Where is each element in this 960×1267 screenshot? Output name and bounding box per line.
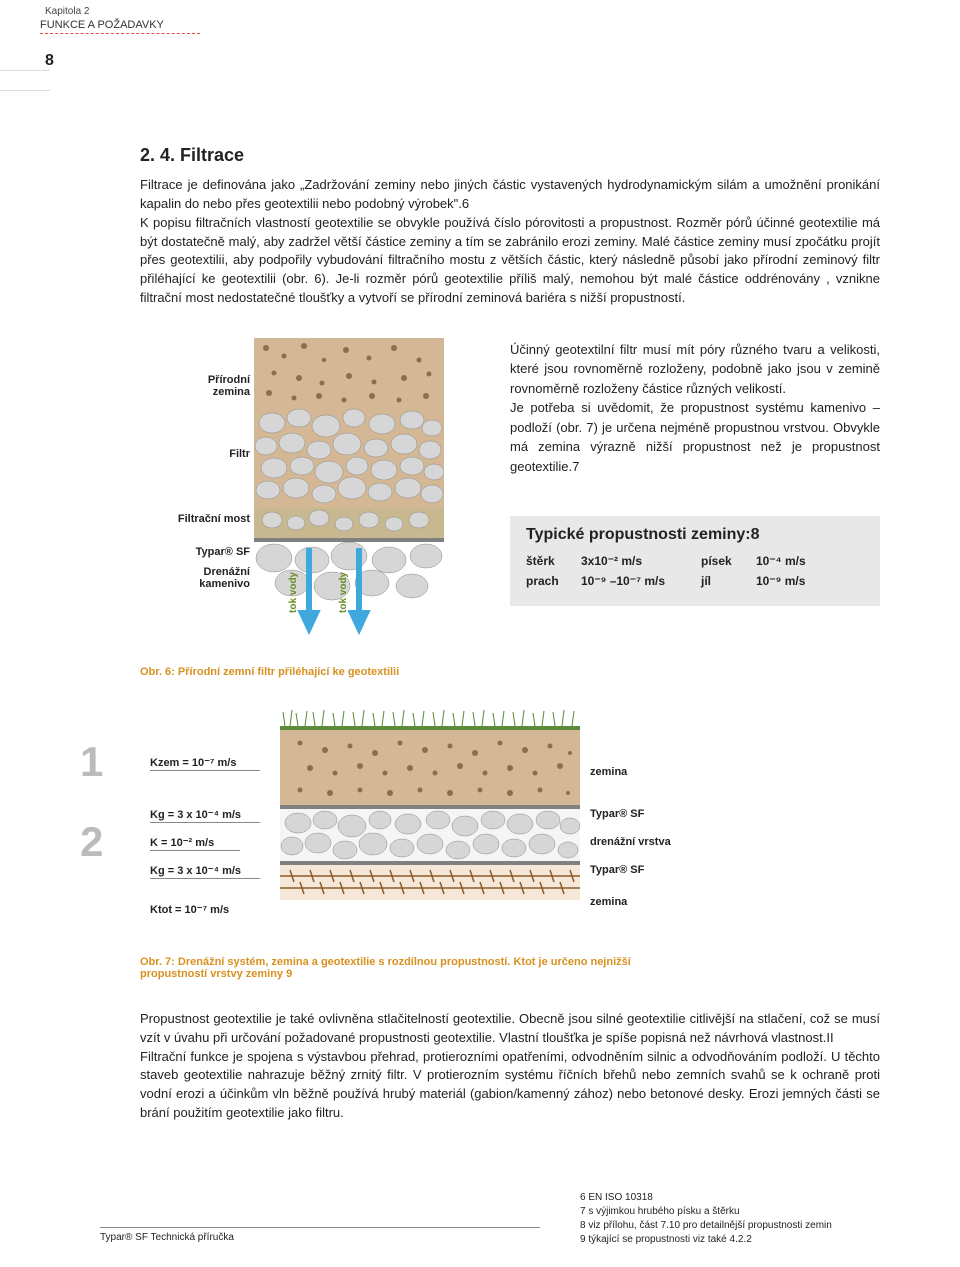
- footnote-7: 7 s výjimkou hrubého písku a štěrku: [580, 1205, 900, 1219]
- label-prirodni-zemina: Přírodní zemina: [170, 374, 250, 398]
- footer-text: Typar® SF Technická příručka: [100, 1232, 234, 1243]
- k-g2: Kg = 3 x 10⁻⁴ m/s: [150, 864, 260, 879]
- footnote-9: 9 týkající se propustnosti viz také 4.2.…: [580, 1233, 900, 1247]
- k-g1: Kg = 3 x 10⁻⁴ m/s: [150, 808, 260, 823]
- page-number: 8: [45, 52, 920, 70]
- figure-7-container: 1 2 Kzem = 10⁻⁷ m/s Kg = 3 x 10⁻⁴ m/s K …: [140, 708, 880, 948]
- figure-6-text: Účinný geotextilní filtr musí mít póry r…: [510, 340, 880, 477]
- figure-7-diagram: [280, 708, 580, 938]
- svg-text:tok vody: tok vody: [338, 571, 349, 613]
- main-paragraph: K popisu filtračních vlastností geotexti…: [140, 214, 880, 308]
- footer-bar: Typar® SF Technická příručka: [100, 1227, 540, 1243]
- chapter-label: Kapitola 2: [45, 0, 920, 17]
- r-typar1: Typar® SF: [590, 808, 644, 820]
- footnote-6: 6 EN ISO 10318: [580, 1191, 900, 1205]
- perm-row-2: prach 10⁻⁹ –10⁻⁷ m/s jíl 10⁻⁹ m/s: [526, 574, 864, 588]
- intro-paragraph: Filtrace je definována jako „Zadržování …: [140, 176, 880, 214]
- bottom-paragraph: Propustnost geotextilie je také ovlivněn…: [140, 1010, 880, 1123]
- footnote-8: 8 viz přílohu, část 7.10 pro detailnější…: [580, 1219, 900, 1233]
- r-typar2: Typar® SF: [590, 864, 644, 876]
- fig7-num-1: 1: [80, 738, 103, 786]
- r-zemina2: zemina: [590, 896, 627, 908]
- label-drenazni-kamenivo: Drenážní kamenivo: [170, 566, 250, 590]
- k-zem: Kzem = 10⁻⁷ m/s: [150, 756, 260, 771]
- figure-7-caption: Obr. 7: Drenážní systém, zemina a geotex…: [140, 956, 700, 980]
- fig7-num-2: 2: [80, 818, 103, 866]
- r-zemina1: zemina: [590, 766, 627, 778]
- gray-rule-2: [0, 90, 50, 91]
- label-filtracni-most: Filtrační most: [170, 513, 250, 525]
- figure-6-caption: Obr. 6: Přírodní zemní filtr přiléhající…: [140, 666, 880, 678]
- permeability-box: Typické propustnosti zeminy:8 štěrk 3x10…: [510, 516, 880, 606]
- r-drenazni: drenážní vrstva: [590, 836, 671, 848]
- label-typar-sf: Typar® SF: [138, 546, 250, 558]
- chapter-title: FUNKCE A POŽADAVKY: [40, 19, 920, 31]
- perm-row-1: štěrk 3x10⁻² m/s písek 10⁻⁴ m/s: [526, 554, 864, 568]
- k-dren: K = 10⁻² m/s: [150, 836, 240, 851]
- label-filtr: Filtr: [170, 448, 250, 460]
- red-dash-rule: [40, 33, 200, 34]
- gray-rule-1: [0, 70, 50, 71]
- footnotes: 6 EN ISO 10318 7 s výjimkou hrubého písk…: [580, 1191, 900, 1247]
- svg-text:tok vody: tok vody: [288, 571, 299, 613]
- figure-6-diagram: tok vody tok vody: [254, 338, 444, 648]
- figure-6-container: Přírodní zemina Filtr Filtrační most Typ…: [140, 338, 880, 658]
- section-title: 2. 4. Filtrace: [140, 145, 880, 166]
- k-tot: Ktot = 10⁻⁷ m/s: [150, 903, 250, 917]
- permeability-title: Typické propustnosti zeminy:8: [526, 526, 864, 544]
